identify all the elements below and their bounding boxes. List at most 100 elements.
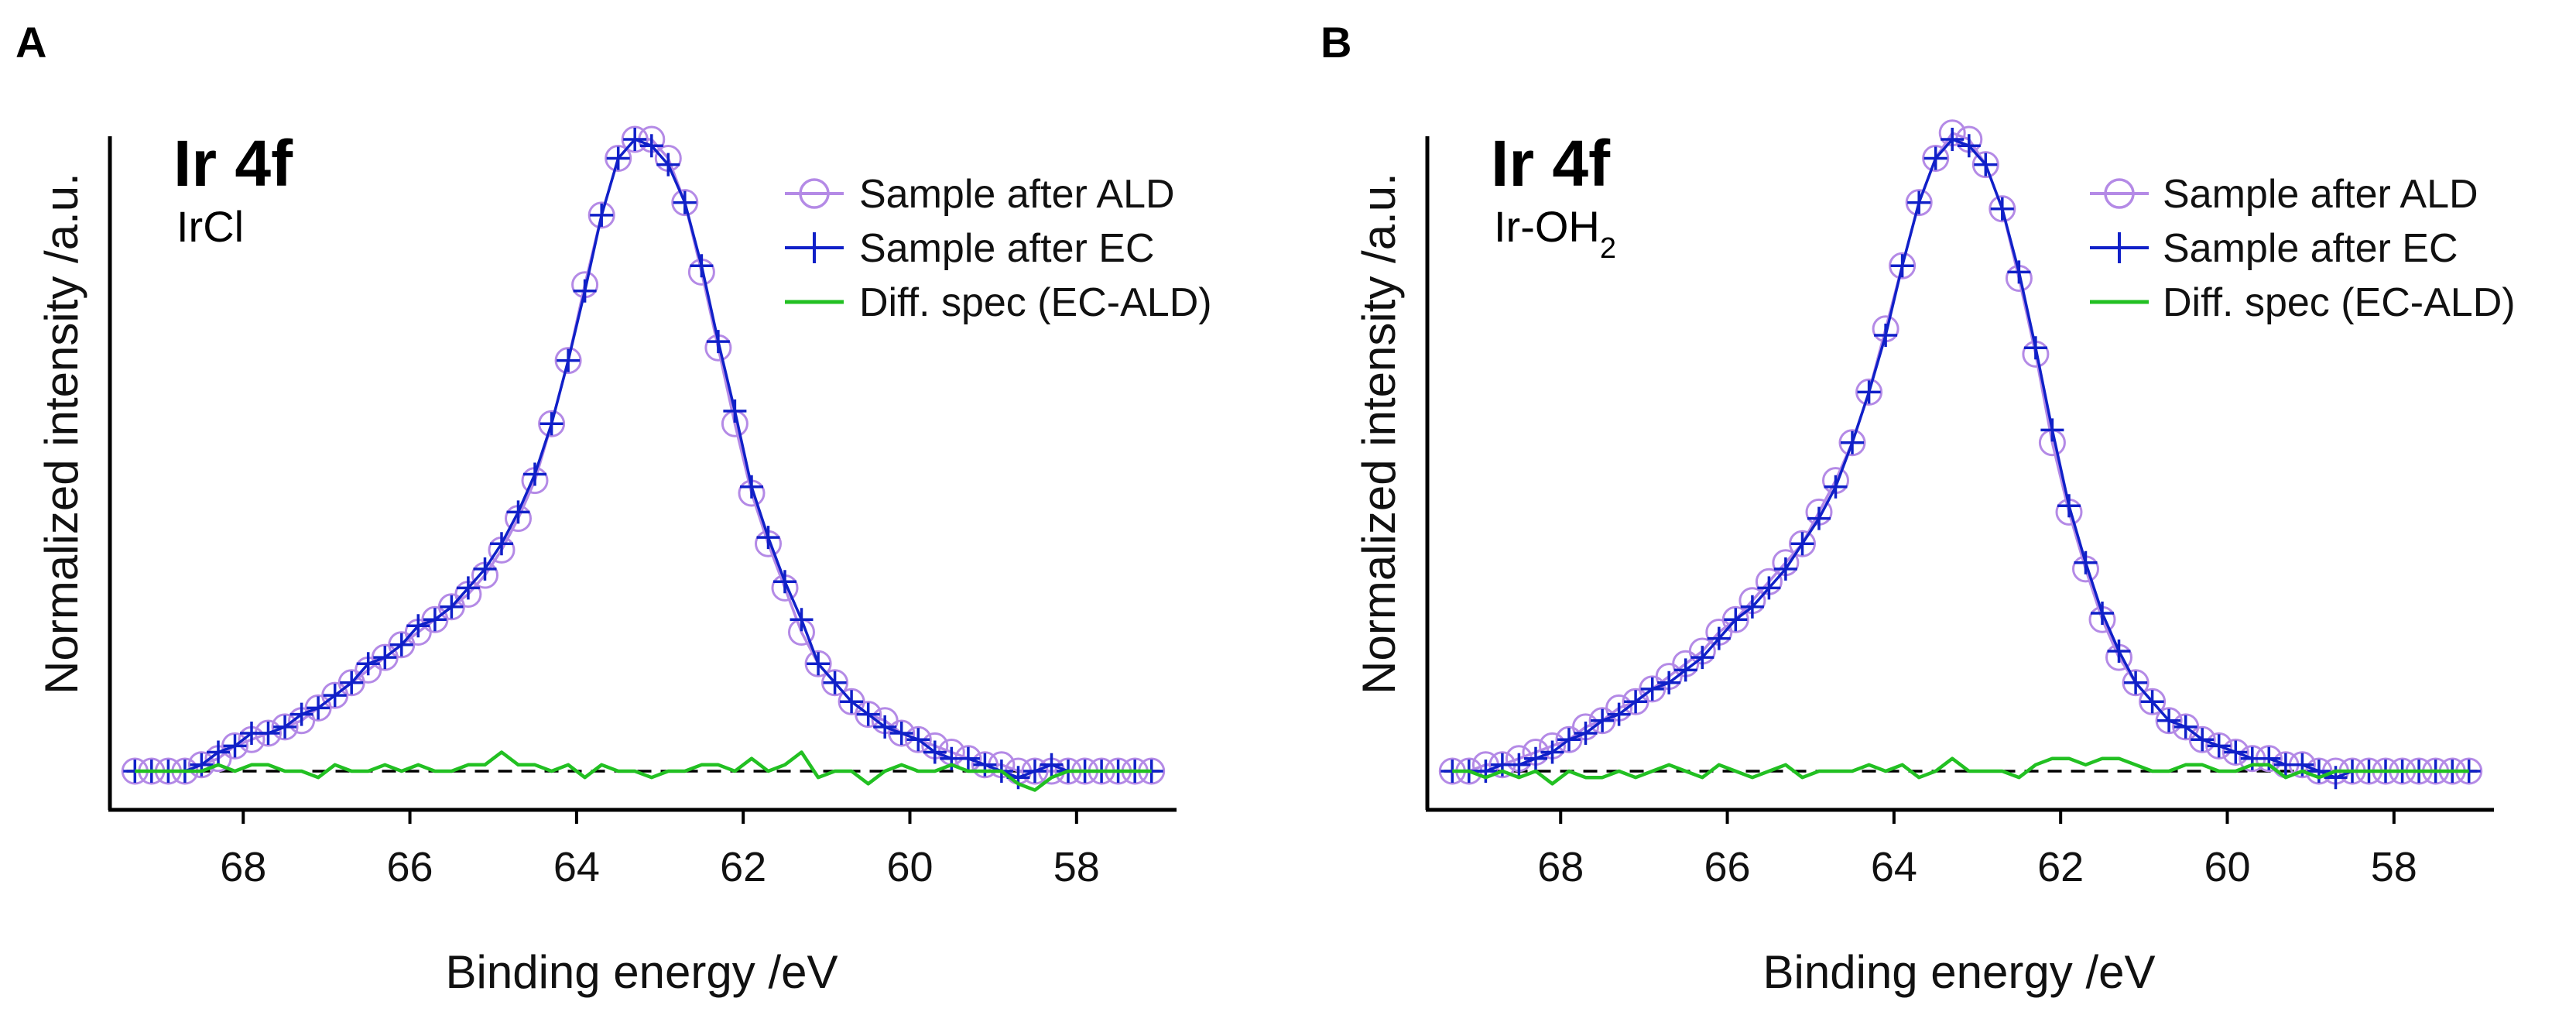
x-tick-label-a-3: 62	[720, 844, 766, 890]
ec-point-a-14	[356, 652, 380, 676]
ec-point-a-45	[873, 715, 897, 739]
ec-point-b-38	[2074, 550, 2098, 574]
ald-point-a-9	[271, 713, 299, 741]
plot-area-a	[121, 125, 1166, 792]
ald-point-b-28	[1905, 189, 1933, 217]
ec-point-a-20	[456, 576, 480, 600]
ec-point-b-26	[1874, 324, 1898, 347]
ec-point-b-11	[1624, 690, 1648, 714]
ec-point-a-5	[207, 740, 230, 764]
legend-item-ald-a: Sample after ALD	[785, 172, 1175, 217]
ald-point-b-17	[1721, 605, 1749, 633]
ec-point-a-40	[790, 608, 814, 632]
x-ticks-b: 68 66 64 62 60 58	[1537, 810, 2417, 890]
ec-point-b-5	[1524, 746, 1547, 770]
ald-point-b-47	[2221, 739, 2249, 766]
x-tick-label-a-5: 58	[1053, 844, 1100, 890]
ec-point-a-9	[273, 715, 297, 739]
ec-point-b-45	[2191, 728, 2215, 752]
ald-point-a-46	[888, 719, 916, 747]
ec-point-b-27	[1890, 254, 1914, 278]
ec-point-a-38	[756, 526, 780, 550]
ec-point-a-54	[1023, 760, 1046, 783]
ald-point-b-41	[2122, 669, 2150, 697]
ec-point-b-43	[2157, 708, 2181, 732]
ec-point-b-30	[1941, 128, 1965, 151]
x-tick-label-b-0: 68	[1537, 844, 1584, 890]
legend-label-ec-a: Sample after EC	[859, 226, 1155, 271]
ec-point-a-39	[773, 570, 796, 594]
ald-point-b-33	[1989, 195, 2016, 223]
ec-point-a-46	[889, 722, 913, 745]
ec-point-b-17	[1724, 608, 1748, 632]
ec-point-b-32	[1974, 153, 1998, 177]
ald-point-b-29	[1922, 145, 1950, 172]
ald-point-a-29	[605, 145, 632, 172]
ec-point-b-35	[2023, 336, 2047, 360]
ald-point-b-21	[1789, 530, 1816, 557]
ec-point-b-20	[1773, 557, 1797, 581]
legend-label-diff-a: Diff. spec (EC-ALD)	[859, 280, 1212, 325]
x-tick-label-b-5: 58	[2371, 844, 2417, 890]
ec-point-b-8	[1574, 722, 1598, 745]
legend-a: Sample after ALD Sample after EC Diff. s…	[785, 172, 1212, 325]
ald-point-b-32	[1971, 151, 1999, 179]
ec-point-a-50	[956, 746, 980, 770]
ec-point-a-8	[256, 722, 280, 745]
legend-b: Sample after ALD Sample after EC Diff. s…	[2090, 172, 2516, 325]
ec-point-a-30	[623, 128, 647, 151]
ec-point-b-10	[1607, 702, 1631, 726]
ald-point-a-6	[221, 732, 248, 760]
ald-point-b-42	[2139, 688, 2167, 715]
ec-point-b-15	[1690, 646, 1714, 670]
ec-point-b-28	[1907, 190, 1931, 214]
ec-point-a-44	[856, 702, 880, 726]
subtitle-subscript-b: 2	[1600, 232, 1616, 265]
ec-point-a-24	[523, 462, 546, 486]
ec-point-b-6	[1540, 740, 1564, 764]
legend-label-diff-b: Diff. spec (EC-ALD)	[2163, 280, 2516, 325]
plot-area-b	[1438, 119, 2483, 790]
ec-point-a-15	[373, 646, 397, 670]
ec-point-b-7	[1557, 728, 1581, 752]
ec-point-b-47	[2224, 740, 2248, 764]
x-tick-label-a-2: 64	[553, 844, 600, 890]
x-axis-title-a: Binding energy /eV	[445, 946, 838, 998]
ec-point-a-48	[923, 740, 947, 764]
ec-point-a-11	[307, 696, 331, 720]
ec-point-b-31	[1957, 134, 1981, 158]
ec-point-b-34	[2007, 260, 2031, 284]
ald-point-b-25	[1855, 378, 1883, 406]
legend-item-diff-b: Diff. spec (EC-ALD)	[2090, 280, 2516, 325]
ald-point-a-25	[538, 410, 566, 437]
panel-a: A 68 66 64 62 60 58 Binding energy /eV Normal…	[15, 18, 1212, 998]
legend-item-ec-a: Sample after EC	[785, 226, 1155, 271]
ec-point-a-23	[506, 500, 530, 524]
ec-point-a-16	[389, 633, 413, 657]
inset-subtitle-b: Ir-OH2	[1494, 202, 1616, 265]
ec-point-b-41	[2124, 670, 2148, 694]
ec-point-a-19	[440, 595, 464, 619]
ald-point-a-26	[554, 347, 582, 375]
y-axis-title-b: Normalized intensity /a.u.	[1353, 173, 1405, 694]
x-tick-label-a-0: 68	[220, 844, 266, 890]
ec-point-b-39	[2091, 602, 2114, 625]
ec-point-a-47	[906, 728, 930, 752]
x-ticks-a: 68 66 64 62 60 58	[220, 810, 1100, 890]
ec-point-a-31	[639, 134, 663, 158]
subtitle-main-a: IrCl	[176, 202, 244, 251]
inset-subtitle-a: IrCl	[176, 202, 244, 251]
x-tick-label-b-3: 62	[2037, 844, 2084, 890]
x-tick-label-b-1: 66	[1704, 844, 1751, 890]
ec-point-a-17	[406, 614, 430, 638]
ec-point-b-21	[1790, 532, 1814, 556]
inset-title-b: Ir 4f	[1491, 127, 1611, 200]
ec-point-b-19	[1757, 576, 1781, 600]
ec-point-a-26	[557, 348, 581, 372]
ald-point-a-41	[804, 650, 832, 677]
legend-label-ec-b: Sample after EC	[2163, 226, 2458, 271]
ec-point-a-27	[573, 279, 597, 303]
ec-point-a-37	[740, 475, 763, 499]
series-2-a	[135, 750, 1152, 792]
ald-point-a-33	[671, 189, 699, 217]
